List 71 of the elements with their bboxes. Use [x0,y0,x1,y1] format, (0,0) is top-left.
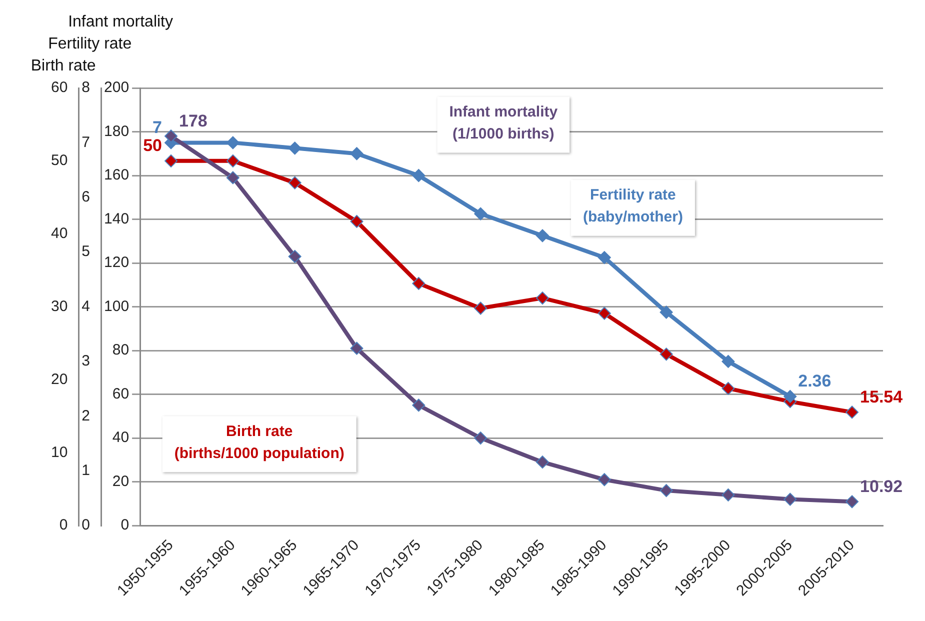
y3-tick-label: 10 [50,444,68,461]
y3-tick-label: 60 [50,79,68,96]
y-tick-label: 20 [112,472,130,490]
y3-tick-label: 20 [50,370,68,388]
point [536,456,549,469]
y3-axis-title: Birth rate [30,57,96,74]
point [846,406,859,419]
point [598,473,611,486]
point [226,136,240,150]
y3-tick-label: 50 [50,152,68,170]
y3-tick-label: 40 [50,224,68,242]
point [784,492,797,506]
point [350,214,364,228]
point [288,176,302,190]
data-label: 10.92 [860,476,903,496]
point [350,147,364,160]
point [536,292,549,305]
point [412,276,426,290]
point [474,302,488,315]
y2-axis-title: Fertility rate [48,35,132,52]
point [350,342,364,355]
data-label: 15.54 [860,387,904,406]
data-label: 2.36 [798,372,832,391]
point [164,130,178,143]
y2-tick-label: 5 [82,243,90,260]
point [412,169,426,182]
y3-tick-label: 0 [59,516,68,534]
y-axis-title: Infant mortality [68,13,174,30]
y2-tick-label: 8 [82,79,90,96]
y2-tick-label: 6 [82,188,90,206]
point [660,348,673,361]
point [474,432,488,445]
point [846,495,859,508]
y2-tick-label: 4 [82,298,90,315]
y-tick-label: 100 [104,298,130,315]
y3-tick-label: 30 [50,298,68,315]
y2-tick-label: 7 [82,134,90,151]
y-tick-label: 160 [104,166,130,184]
y-tick-label: 0 [120,516,130,534]
data-label: 178 [179,111,208,130]
point [598,251,611,264]
y2-tick-label: 3 [82,352,90,370]
point [412,398,426,412]
point [164,154,178,168]
y-tick-label: 200 [104,79,130,96]
point [660,306,673,319]
point [722,488,735,502]
text: Infant mortality (1/1000 births) [449,103,558,142]
series-label: Fertility rate (baby/mother) [582,186,683,226]
y2-tick-label: 2 [82,407,90,424]
point [722,354,735,368]
point [226,154,240,168]
point [474,207,488,220]
y-tick-label: 60 [112,385,130,402]
y2-tick-label: 0 [82,516,90,534]
y-tick-label: 140 [104,210,130,228]
point [598,306,611,320]
point [536,229,549,242]
point [660,484,673,498]
data-label: 50 [143,136,162,156]
point [784,390,797,403]
y-tick-label: 80 [112,342,130,359]
point [722,382,735,395]
text: Birth rate (births/1000 population) [174,422,344,462]
point [288,250,302,263]
y-tick-label: 180 [104,122,130,140]
y-tick-label: 120 [104,254,130,272]
point [226,171,240,184]
y-tick-label: 40 [112,429,130,446]
point [288,142,302,155]
y2-tick-label: 1 [82,462,90,479]
